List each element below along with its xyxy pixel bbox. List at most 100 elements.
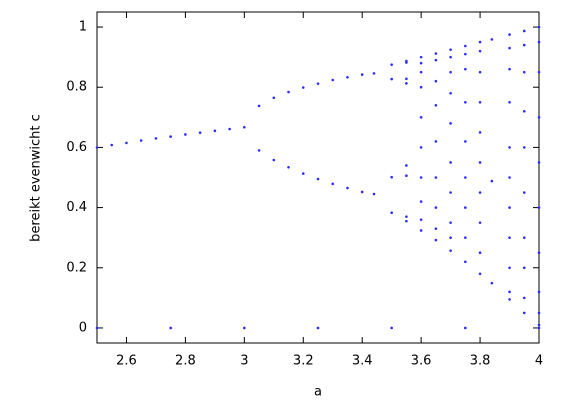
point xyxy=(390,211,393,215)
point xyxy=(537,206,541,209)
y-tick-label: 0.8 xyxy=(66,80,87,95)
point xyxy=(522,70,526,74)
point xyxy=(169,326,172,330)
point xyxy=(95,146,99,149)
point xyxy=(508,146,511,149)
y-axis-label: bereikt evenwicht c xyxy=(29,114,44,242)
point xyxy=(316,177,320,181)
y-tick-label: 0.2 xyxy=(66,260,87,275)
point xyxy=(522,296,526,300)
point xyxy=(522,266,526,270)
point xyxy=(372,192,376,196)
point xyxy=(449,236,452,239)
point xyxy=(228,127,231,131)
point xyxy=(419,85,423,89)
plot-frame xyxy=(96,11,540,344)
point xyxy=(405,215,408,218)
point xyxy=(405,174,408,177)
point xyxy=(522,146,526,149)
point xyxy=(522,191,526,194)
point xyxy=(464,67,467,71)
point xyxy=(478,221,482,224)
point xyxy=(125,141,128,145)
point xyxy=(434,176,438,179)
point xyxy=(464,260,467,264)
point xyxy=(419,218,423,221)
point xyxy=(360,190,364,194)
point xyxy=(464,100,467,104)
point xyxy=(508,236,511,239)
point xyxy=(508,46,511,50)
point xyxy=(478,272,482,276)
point xyxy=(434,227,438,230)
point xyxy=(405,61,408,64)
point xyxy=(419,146,423,149)
point xyxy=(390,175,393,179)
point xyxy=(346,186,349,190)
point xyxy=(419,229,423,232)
x-tick-label: 4 xyxy=(535,354,543,369)
y-tick-label: 1 xyxy=(79,20,87,35)
point xyxy=(419,61,423,65)
point xyxy=(490,38,494,41)
x-axis-label: a xyxy=(314,385,322,400)
point xyxy=(198,131,202,134)
point xyxy=(478,191,482,194)
point xyxy=(508,176,511,179)
point xyxy=(537,116,541,119)
point xyxy=(434,140,438,143)
point xyxy=(331,182,335,186)
point xyxy=(522,29,526,33)
point xyxy=(346,75,349,79)
point xyxy=(464,206,467,209)
point xyxy=(372,72,376,75)
point xyxy=(301,172,305,175)
point xyxy=(434,52,438,55)
point xyxy=(449,161,452,164)
point xyxy=(537,25,541,29)
point xyxy=(331,78,335,82)
point xyxy=(464,326,467,330)
point xyxy=(390,326,393,330)
point xyxy=(243,125,246,129)
point xyxy=(287,165,290,169)
point xyxy=(464,236,467,239)
y-tick-label: 0.6 xyxy=(66,140,87,155)
point xyxy=(434,79,438,83)
point xyxy=(449,221,452,224)
point xyxy=(490,281,494,285)
x-tick-label: 3.2 xyxy=(293,354,314,369)
point xyxy=(139,139,143,142)
x-tick-label: 2.8 xyxy=(175,354,196,369)
point xyxy=(449,191,452,194)
point xyxy=(522,110,526,113)
point xyxy=(464,52,467,56)
point xyxy=(522,311,526,315)
point xyxy=(287,90,290,94)
point xyxy=(478,70,482,74)
point xyxy=(449,70,452,74)
point xyxy=(434,58,438,62)
point xyxy=(449,91,452,95)
point xyxy=(243,326,246,330)
point xyxy=(522,236,526,239)
point xyxy=(508,266,511,270)
point xyxy=(449,122,452,125)
point xyxy=(272,96,276,100)
x-tick-label: 3.8 xyxy=(470,354,491,369)
point xyxy=(537,70,541,74)
point xyxy=(390,77,393,81)
point xyxy=(154,137,158,140)
point xyxy=(419,70,423,74)
point xyxy=(508,100,511,104)
point xyxy=(508,67,511,71)
point xyxy=(478,131,482,134)
point xyxy=(419,116,423,119)
point xyxy=(537,326,541,330)
x-tick-label: 3 xyxy=(240,354,248,369)
point xyxy=(478,100,482,104)
point xyxy=(405,82,408,85)
y-tick-label: 0.4 xyxy=(66,200,87,215)
point xyxy=(537,290,541,294)
point xyxy=(537,311,541,315)
